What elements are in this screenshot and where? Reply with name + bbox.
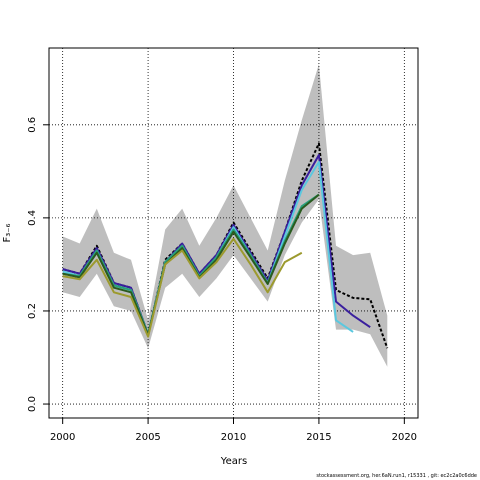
series-line-2 [62, 154, 371, 336]
x-tick-label: 2020 [392, 432, 417, 443]
y-tick-label: 0.2 [27, 303, 38, 319]
x-tick-label: 2005 [135, 432, 160, 443]
series-layer [62, 142, 389, 349]
y-tick-label: 0.4 [27, 210, 38, 226]
series-line-6 [62, 237, 303, 338]
axis-layer: 2000 2005 2010 2015 2020 0.0 0.2 0.4 0.6 [27, 117, 417, 443]
x-tick-label: 2000 [50, 432, 75, 443]
x-axis-label: Years [220, 456, 247, 467]
x-tick-label: 2010 [221, 432, 246, 443]
y-axis-label: F₃₋₆ [2, 223, 13, 242]
footer-credit: stockassessment.org, her.6aN.run1, r1533… [316, 473, 477, 479]
x-tick-label: 2015 [306, 432, 331, 443]
y-tick-label: 0.0 [27, 396, 38, 412]
confidence-band [62, 64, 388, 367]
confidence-band-layer [62, 64, 388, 367]
y-tick-label: 0.6 [27, 117, 38, 133]
